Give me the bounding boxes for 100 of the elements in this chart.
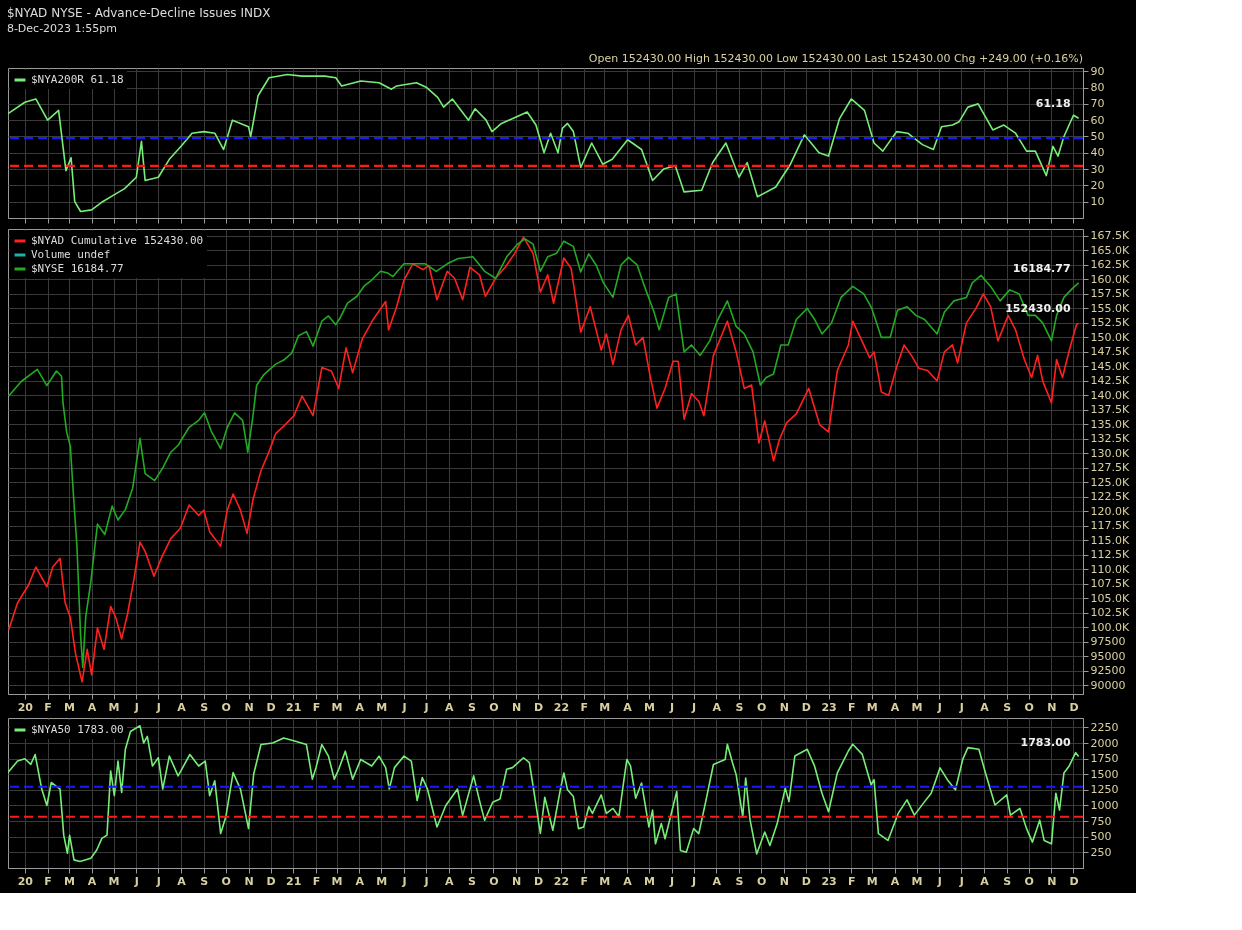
x-tick-label: M [911, 874, 923, 888]
annotation: 61.18 [1035, 97, 1071, 111]
x-tick-label: D [534, 874, 544, 888]
y-tick-label: 162.5K [1090, 258, 1130, 272]
y-tick-label: 90 [1090, 64, 1105, 78]
x-tick-label: J [936, 700, 942, 714]
x-tick-label: J [133, 700, 139, 714]
x-tick-label: A [890, 700, 900, 714]
x-tick-label: S [200, 874, 209, 888]
y-tick-label: 167.5K [1090, 229, 1130, 243]
x-tick-label: M [643, 874, 655, 888]
y-tick-label: 150.0K [1090, 330, 1130, 344]
y-tick-label: 135.0K [1090, 417, 1130, 431]
y-tick-label: 102.5K [1090, 606, 1130, 620]
x-tick-label: F [580, 700, 588, 714]
x-tick-label: A [623, 700, 633, 714]
y-tick-label: 2000 [1090, 736, 1119, 750]
y-tick-label: 110.0K [1090, 562, 1130, 576]
y-tick-label: 157.5K [1090, 287, 1130, 301]
y-tick-label: 100.0K [1090, 620, 1130, 634]
x-tick-label: J [155, 700, 161, 714]
y-tick-label: 70 [1090, 97, 1105, 111]
x-tick-label: J [669, 874, 675, 888]
y-tick-label: 2250 [1090, 720, 1119, 734]
line-series [8, 725, 1080, 863]
y-tick-label: 142.5K [1090, 374, 1130, 388]
x-tick-label: N [512, 700, 522, 714]
x-tick-label: S [200, 700, 209, 714]
x-tick-label: F [580, 874, 588, 888]
x-tick-label: O [221, 874, 231, 888]
x-tick-label: D [1069, 700, 1079, 714]
x-tick-label: N [244, 874, 254, 888]
y-tick-label: 250 [1090, 845, 1112, 859]
x-tick-label: J [401, 874, 407, 888]
x-tick-label: F [848, 874, 856, 888]
x-tick-label: 20 [17, 874, 34, 888]
x-tick-label: A [712, 874, 722, 888]
x-tick-label: J [423, 874, 429, 888]
x-tick-label: S [735, 700, 744, 714]
y-tick-label: 105.0K [1090, 591, 1130, 605]
legend-label: $NYA50 1783.00 [31, 723, 124, 736]
y-tick-label: 155.0K [1090, 301, 1130, 315]
x-tick-label: A [355, 874, 365, 888]
x-tick-label: M [599, 700, 611, 714]
x-tick-label: J [423, 700, 429, 714]
y-tick-label: 92500 [1090, 664, 1126, 678]
y-tick-label: 1750 [1090, 752, 1119, 766]
x-tick-label: M [866, 874, 878, 888]
x-tick-label: J [958, 700, 964, 714]
y-tick-label: 160.0K [1090, 272, 1130, 286]
x-tick-label: O [489, 700, 499, 714]
x-tick-label: A [980, 700, 990, 714]
text: Open 152430.00 High 152430.00 Low 152430.00 Last 152430.00 Chg +249.00 (+0.16%) [588, 52, 1083, 65]
annotation: 1783.00 [1020, 735, 1071, 749]
x-tick-label: 23 [821, 874, 837, 888]
legend-label: $NYA200R 61.18 [31, 73, 124, 86]
x-tick-label: D [1069, 874, 1079, 888]
x-tick-label: A [890, 874, 900, 888]
x-tick-label: 23 [821, 700, 837, 714]
x-tick-label: D [266, 700, 276, 714]
annotation: Volume undef [31, 248, 111, 261]
x-tick-label: F [312, 700, 321, 714]
y-tick-label: 115.0K [1090, 533, 1130, 547]
x-tick-label: D [266, 874, 276, 888]
y-tick-label: 50 [1090, 129, 1105, 143]
x-tick-label: A [444, 700, 454, 714]
x-tick-label: 22 [553, 874, 570, 888]
x-tick-label: A [623, 874, 633, 888]
y-tick-label: 97500 [1090, 635, 1126, 649]
x-tick-label: J [958, 874, 964, 888]
x-tick-label: O [1024, 700, 1034, 714]
y-tick-label: 130.0K [1090, 446, 1130, 460]
x-tick-label: O [756, 700, 767, 714]
x-tick-label: O [756, 874, 767, 888]
y-tick-label: 122.5K [1090, 490, 1130, 504]
y-tick-label: 90000 [1090, 678, 1126, 692]
x-tick-label: M [63, 874, 75, 888]
y-tick-label: 152.5K [1090, 316, 1130, 330]
y-tick-label: 140.0K [1090, 388, 1130, 402]
y-tick-label: 127.5K [1090, 461, 1130, 475]
x-tick-label: N [1047, 700, 1057, 714]
annotation: 16184.77 [1012, 261, 1071, 275]
x-tick-label: F [44, 874, 52, 888]
y-tick-label: 20 [1090, 178, 1105, 192]
chart-subtitle: 8-Dec-2023 1:55pm [6, 22, 118, 35]
x-tick-label: M [866, 700, 878, 714]
y-tick-label: 165.0K [1090, 243, 1130, 257]
x-tick-label: D [801, 874, 811, 888]
y-tick-label: 120.0K [1090, 504, 1130, 518]
x-tick-label: J [691, 874, 697, 888]
y-tick-label: 1500 [1090, 767, 1119, 781]
line-series [8, 73, 1080, 213]
x-tick-label: O [489, 874, 499, 888]
y-tick-label: 60 [1090, 113, 1105, 127]
x-tick-label: S [1003, 874, 1012, 888]
y-tick-label: 10 [1090, 195, 1105, 209]
y-tick-label: 80 [1090, 81, 1105, 95]
y-tick-label: 137.5K [1090, 403, 1130, 417]
legend-label: $NYAD Cumulative 152430.00 [31, 234, 204, 247]
y-tick-label: 132.5K [1090, 432, 1130, 446]
